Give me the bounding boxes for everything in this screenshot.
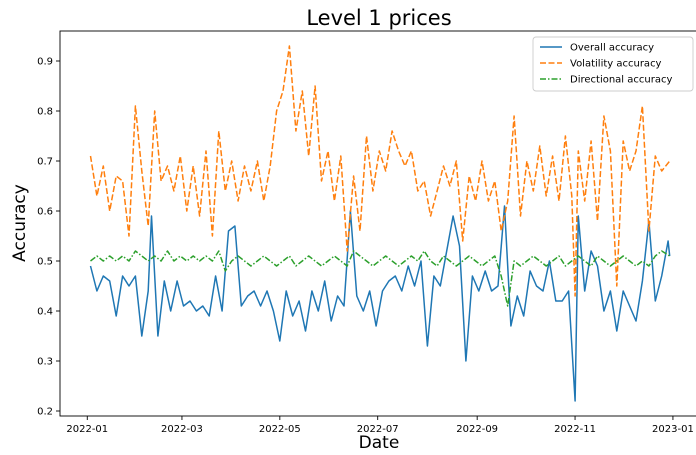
y-tick-label: 0.4 [37, 307, 53, 318]
x-tick-label: 2022-05 [259, 424, 301, 435]
x-tick-label: 2022-07 [357, 424, 399, 435]
x-tick-label: 2022-01 [66, 424, 108, 435]
legend-box [532, 36, 694, 92]
y-tick-label: 0.3 [37, 357, 53, 368]
series-line-directional-accuracy [90, 250, 671, 307]
legend-label-directional: Directional accuracy [570, 75, 672, 86]
plot-frame [59, 30, 696, 417]
y-tick-label: 0.8 [37, 107, 53, 118]
legend-label-volatility: Volatility accuracy [570, 59, 662, 70]
y-tick-label: 0.6 [37, 207, 53, 218]
x-tick-label: 2022-09 [456, 424, 498, 435]
x-axis-title: Date [359, 433, 400, 453]
legend: Overall accuracy Volatility accuracy Dir… [532, 36, 694, 92]
x-tick-label: 2022-03 [161, 424, 203, 435]
legend-label-overall: Overall accuracy [570, 43, 654, 54]
x-axis: 2022-01 2022-03 2022-05 2022-07 2022-09 2022-… [66, 416, 694, 435]
y-axis: 0.2 0.3 0.4 0.5 0.6 0.7 0.8 0.9 [37, 57, 60, 418]
y-tick-label: 0.7 [37, 157, 53, 168]
y-tick-label: 0.9 [37, 57, 53, 68]
chart-title: Level 1 prices [306, 6, 451, 30]
series-line-volatility-accuracy [89, 45, 671, 297]
y-tick-label: 0.5 [37, 257, 53, 268]
series-line-overall-accuracy [89, 205, 671, 402]
y-tick-label: 0.2 [37, 407, 53, 418]
y-axis-title: Accuracy [10, 184, 30, 262]
x-tick-label: 2023-01 [652, 424, 694, 435]
series-layer [89, 45, 671, 402]
x-tick-label: 2022-11 [554, 424, 596, 435]
